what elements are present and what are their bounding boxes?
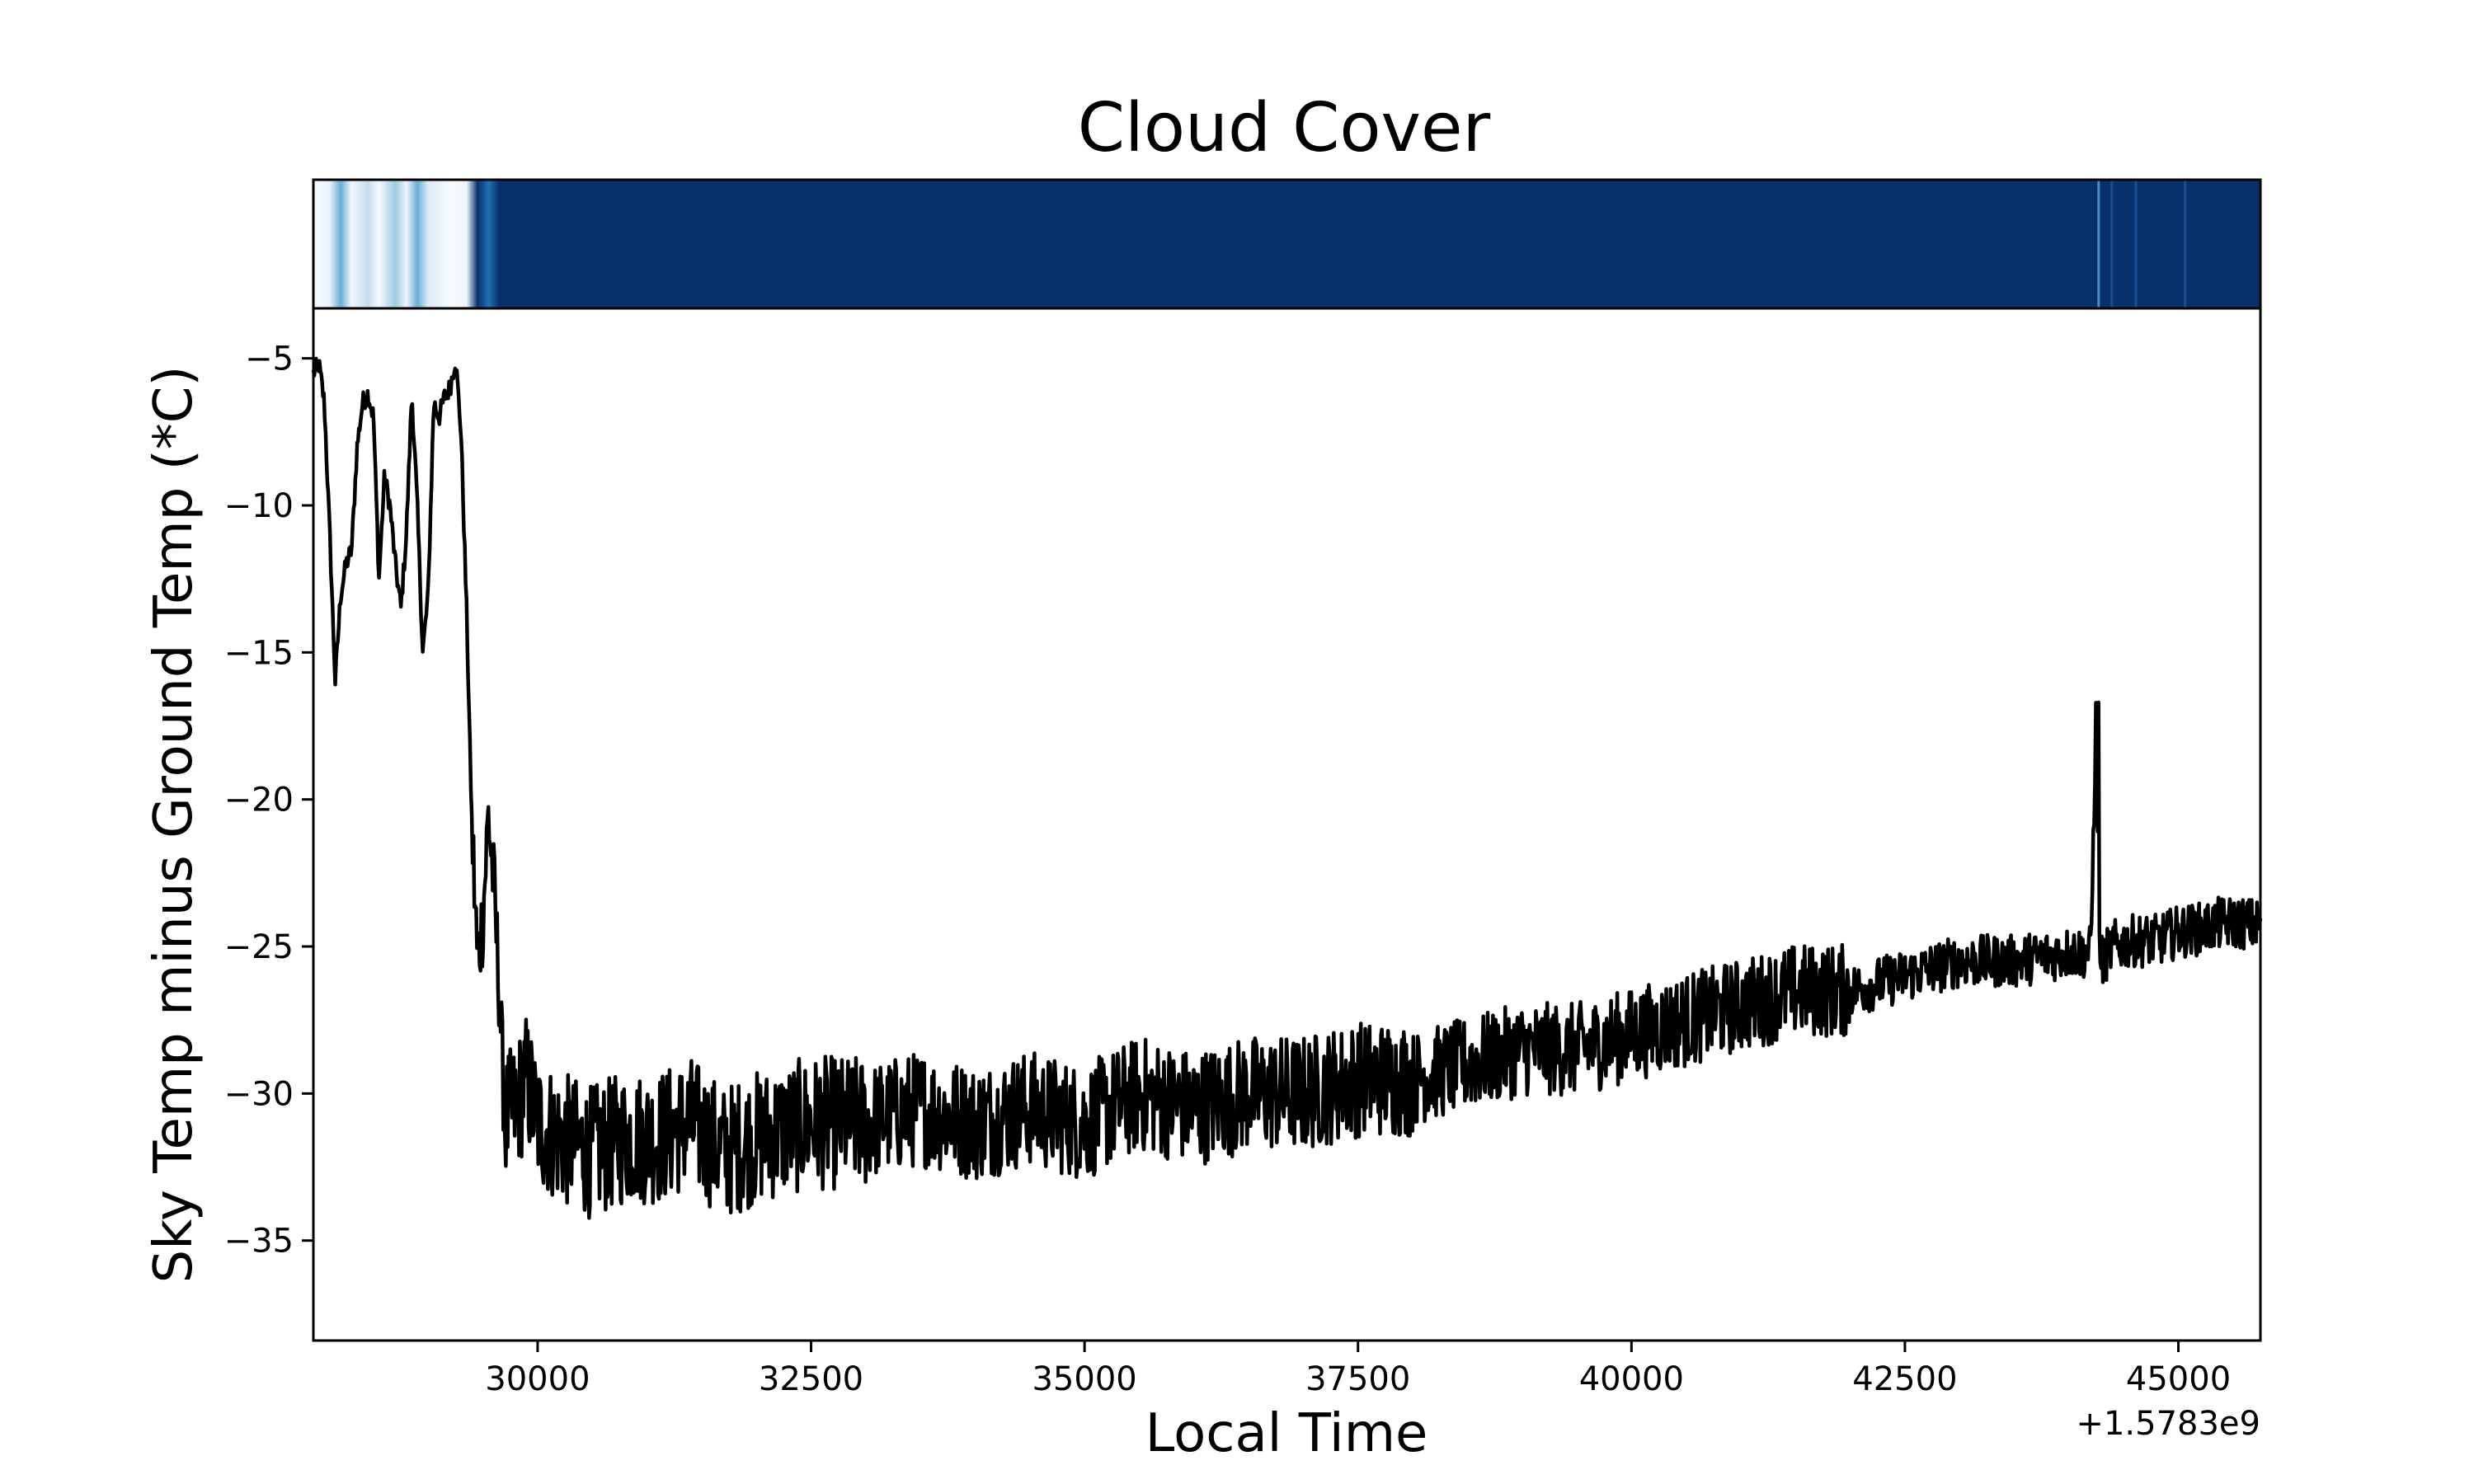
cloud-cover-streak: [2097, 180, 2100, 308]
x-tick-label: 30000: [485, 1360, 590, 1398]
y-tick-label: −15: [224, 634, 294, 672]
y-axis-ticks: −5 −10 −15 −20 −25 −30 −35: [224, 340, 313, 1261]
y-tick-label: −10: [224, 487, 294, 525]
y-tick-label: −5: [245, 340, 294, 378]
cloud-cover-streak: [2184, 180, 2187, 308]
x-tick-label: 32500: [759, 1360, 863, 1398]
x-tick-label: 40000: [1579, 1360, 1684, 1398]
y-tick-label: −25: [224, 928, 294, 966]
chart-title: Cloud Cover: [1078, 89, 1491, 167]
y-axis-label: Sky Temp minus Ground Temp (*C): [143, 366, 205, 1284]
series-line-0: [311, 356, 2263, 1220]
x-tick-label: 42500: [1852, 1360, 1957, 1398]
plot-frame: [312, 307, 2262, 1342]
cloud-cover-streaks: [2097, 180, 2187, 308]
y-tick-label: −30: [224, 1075, 294, 1113]
y-tick-label: −35: [224, 1223, 294, 1261]
x-tick-label: 35000: [1032, 1360, 1136, 1398]
x-axis-ticks: 30000 32500 35000 37500 40000 42500 45000: [485, 1341, 2231, 1398]
cloud-cover-streak: [2110, 180, 2114, 308]
x-offset-text: +1.5783e9: [2076, 1405, 2260, 1443]
y-tick-label: −20: [224, 782, 294, 819]
x-tick-label: 37500: [1305, 1360, 1410, 1398]
x-axis-label: Local Time: [1145, 1403, 1428, 1464]
cloud-cover-streak: [2134, 180, 2138, 308]
cloud-cover-strip: [313, 180, 2260, 308]
series-layer: [311, 356, 2263, 1220]
x-tick-label: 45000: [2126, 1360, 2231, 1398]
